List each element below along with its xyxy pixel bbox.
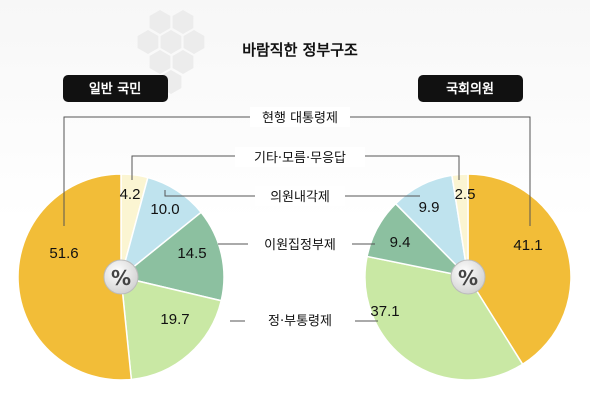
pie-right (364, 173, 572, 381)
series-tag-right: 국회의원 (446, 81, 494, 97)
pie-right-hub (450, 259, 486, 295)
connector-line (365, 155, 460, 180)
value-label-right-presidential: 41.1 (513, 237, 542, 254)
series-tag-left-box (63, 75, 168, 102)
decorative-hexagon (183, 30, 205, 54)
cat-label-bg-3 (248, 234, 352, 254)
value-label-left-presidential: 51.6 (49, 245, 78, 262)
value-label-left-semi-presidential: 14.5 (177, 245, 206, 262)
decorative-hexagon (137, 30, 159, 54)
connector-line (350, 116, 531, 226)
pie-left-center-label: % (111, 266, 131, 290)
pie-right-slice-other (451, 173, 469, 278)
pie-right-center-label: % (458, 266, 478, 290)
cat-label-bg-0 (250, 107, 350, 127)
series-tag-left: 일반 국민 (89, 81, 141, 97)
value-label-right-vice-presidential: 37.1 (370, 303, 399, 320)
pie-left-slice-vice-presidential (120, 276, 223, 381)
cat-label-bg-1 (235, 147, 365, 167)
chart-title: 바람직한 정부구조 (242, 41, 358, 59)
connector-line (63, 116, 250, 226)
pie-left-slice-semi-presidential (119, 211, 225, 302)
decorative-hexagon (149, 50, 171, 74)
cat-label-bg-4 (245, 310, 355, 330)
connector-line (164, 190, 255, 197)
decorative-hexagon (172, 10, 194, 34)
value-label-right-parliamentary: 9.9 (419, 199, 440, 216)
legend-label-parliamentary: 의원내각제 (270, 190, 330, 205)
pie-right-slice-vice-presidential (364, 255, 524, 381)
decorative-hexagon (172, 50, 194, 74)
pie-left-hub (103, 259, 139, 295)
legend-label-vice-presidential: 정·부통령제 (268, 314, 332, 329)
decorative-hexagon (160, 30, 182, 54)
cat-label-bg-2 (255, 186, 345, 206)
value-label-right-semi-presidential: 9.4 (390, 234, 411, 251)
value-label-left-other: 4.2 (120, 186, 141, 203)
value-label-right-other: 2.5 (455, 186, 476, 203)
series-tag-right-box (418, 75, 523, 102)
pie-left-slice-presidential (17, 173, 133, 381)
decorative-hexagon (149, 10, 171, 34)
value-label-left-vice-presidential: 19.7 (160, 311, 189, 328)
legend-label-other: 기타·모름·무응답 (254, 151, 346, 166)
pie-left (17, 173, 225, 381)
legend-connectors (63, 116, 531, 322)
legend-label-presidential: 현행 대통령제 (262, 110, 338, 126)
value-label-left-parliamentary: 10.0 (150, 201, 179, 218)
connector-line (131, 155, 235, 180)
legend-label-semi-presidential: 이원집정부제 (264, 238, 336, 253)
